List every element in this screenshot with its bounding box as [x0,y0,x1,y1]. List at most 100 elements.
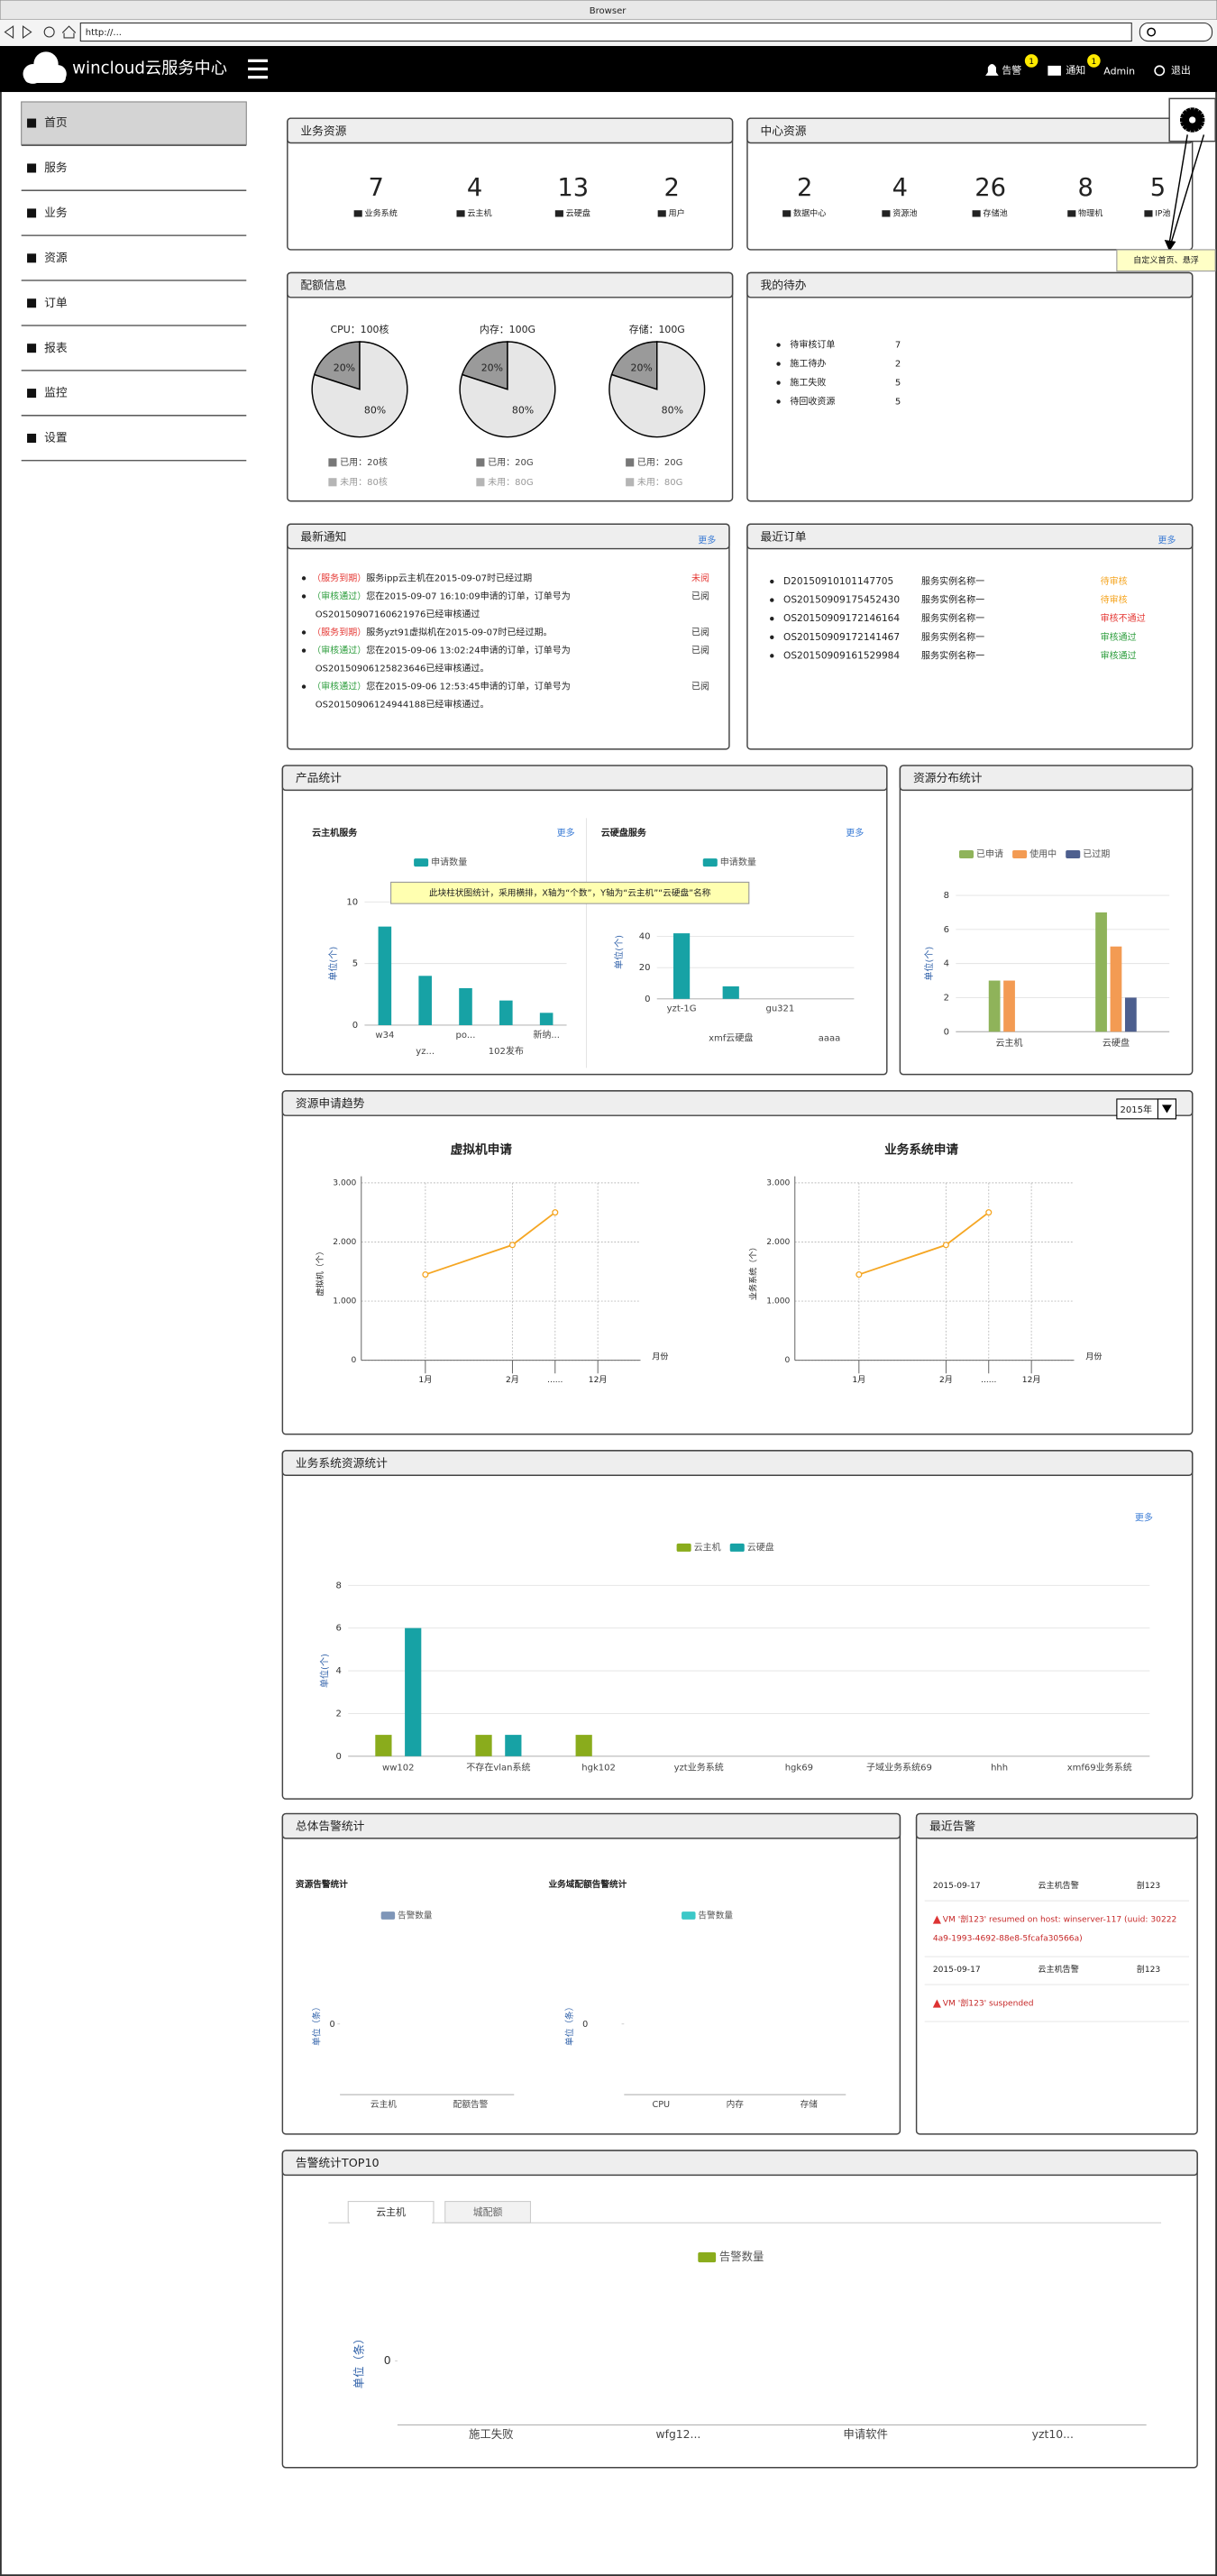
notice-text: 服务yzt91虚拟机在2015-09-07时已经过期。 [366,626,552,637]
order-id[interactable]: OS20150909175452430 [783,595,900,606]
nav-item[interactable]: 订单 [44,297,68,310]
x-tick-label: CPU [652,2100,670,2110]
alarm-target: 剖123 [1137,1964,1161,1975]
count: 26 [975,174,1006,202]
pointer-line [1168,134,1188,243]
panel-title: 总体告警统计 [296,1820,365,1834]
more-link[interactable]: 更多 [1135,1512,1153,1524]
nav-item[interactable]: 资源 [44,252,68,265]
x-tick-label: ...... [981,1376,996,1385]
todo-label[interactable]: 施工待办 [790,358,826,370]
order-id[interactable]: OS20150909172146164 [783,613,900,624]
x-tick-label: ww102 [382,1764,414,1774]
notice-text: OS20150907160621976已经审核通过 [316,608,480,619]
nav-item[interactable]: 业务 [44,206,68,220]
panel-title: 告警统计TOP10 [296,2156,380,2170]
y-tick-label: 10 [346,897,358,907]
y-tick-label: 2.000 [333,1238,356,1247]
legend-label: 云主机 [694,1541,721,1553]
panel-header [281,1090,1194,1116]
count: 13 [557,174,589,202]
todo-label[interactable]: 施工失败 [790,377,826,389]
nav-link[interactable]: 退出 [1171,63,1191,76]
x-tick-label: yz... [416,1047,435,1057]
x-tick-label: 内存 [727,2099,745,2110]
nav-icon [27,118,37,128]
legend-label: 使用中 [1029,848,1057,859]
more-link[interactable]: 更多 [846,827,864,839]
bar [475,1735,492,1756]
notice-tag: （审核通过） [312,681,366,692]
y-tick-label: 2 [336,1709,342,1719]
order-id[interactable]: D20150910101147705 [783,576,893,587]
count: 4 [467,174,482,202]
nav-link[interactable]: 告警 [1002,63,1021,76]
bar [505,1735,522,1756]
order-id[interactable]: OS20150909172141467 [783,632,900,643]
point [422,1271,429,1279]
todo-count: 5 [895,379,901,389]
x-tick-label: 配额告警 [453,2099,489,2110]
legend-swatch [698,2251,717,2263]
x-tick-label: 子域业务系统69 [866,1762,932,1774]
hint: 自定义首页、悬浮 [1133,255,1199,266]
notice-text: OS20150906124944188已经审核通过。 [316,699,490,710]
panel-header [287,271,734,298]
x-tick-label: 102发布 [489,1045,524,1057]
alarm-message: VM '剖123' resumed on host: winserver-117… [943,1914,1177,1925]
order-name: 服务实例名称一 [921,649,984,661]
nav-item[interactable]: 报表 [44,342,68,355]
y-tick-label: 3.000 [333,1178,356,1187]
notice-tag: （服务到期） [312,626,366,637]
bar [722,985,739,999]
pie-slice [608,341,706,438]
more-link[interactable]: 更多 [1158,534,1176,545]
order-id[interactable]: OS20150909161529984 [783,650,900,661]
count-icon [782,210,792,217]
point [508,1242,516,1249]
nav-item[interactable]: 监控 [44,387,68,400]
notice-text: 服务ipp云主机在2015-09-07时已经过期 [366,572,532,583]
bullet [770,598,774,602]
pie-title: 内存：100G [480,323,535,335]
nav-icon [27,163,37,173]
todo-label[interactable]: 待审核订单 [790,339,835,351]
panel [281,2150,1198,2469]
y-tick-label: 0 [384,2354,391,2367]
legend-label: 未用：80G [637,477,683,488]
pointer-line [1170,134,1205,243]
y-tick-label: 3.000 [766,1178,790,1187]
legend-swatch [1066,849,1081,858]
bullet [301,594,307,599]
y-tick-label: 8 [944,891,949,901]
legend-swatch [676,1543,691,1552]
x-tick-label: yzt10... [1032,2428,1074,2441]
search-box [1139,22,1213,42]
nav-link[interactable]: Admin [1103,65,1135,77]
count: 2 [797,174,812,202]
nav-item[interactable]: 设置 [44,432,68,445]
pie-slice [313,341,361,390]
y-tick-label: 0 [645,995,650,1004]
count-label: 物理机 [1078,207,1103,218]
pie-slice [461,341,508,390]
bullet [301,630,307,635]
chart-title: 云硬盘服务 [601,827,647,839]
x-tick-label: w34 [375,1031,394,1040]
bullet [301,684,307,689]
nav-item[interactable]: 服务 [44,160,68,175]
bell-icon [985,64,999,76]
panel-title: 最新通知 [300,529,346,544]
label: http://... [86,28,122,38]
tab-label: 云主机 [376,2205,406,2218]
more-link[interactable]: 更多 [557,827,575,839]
x-tick-label: gu321 [765,1004,794,1014]
x-tick-label: yzt业务系统 [674,1762,724,1774]
panel-header [281,1812,901,1839]
y-tick-label: 0 [352,1356,357,1365]
more-link[interactable]: 更多 [698,534,716,545]
todo-label[interactable]: 待回收资源 [790,395,835,407]
nav-link[interactable]: 通知 [1066,63,1085,76]
nav-item[interactable]: 首页 [44,116,67,130]
legend-swatch [626,458,635,467]
